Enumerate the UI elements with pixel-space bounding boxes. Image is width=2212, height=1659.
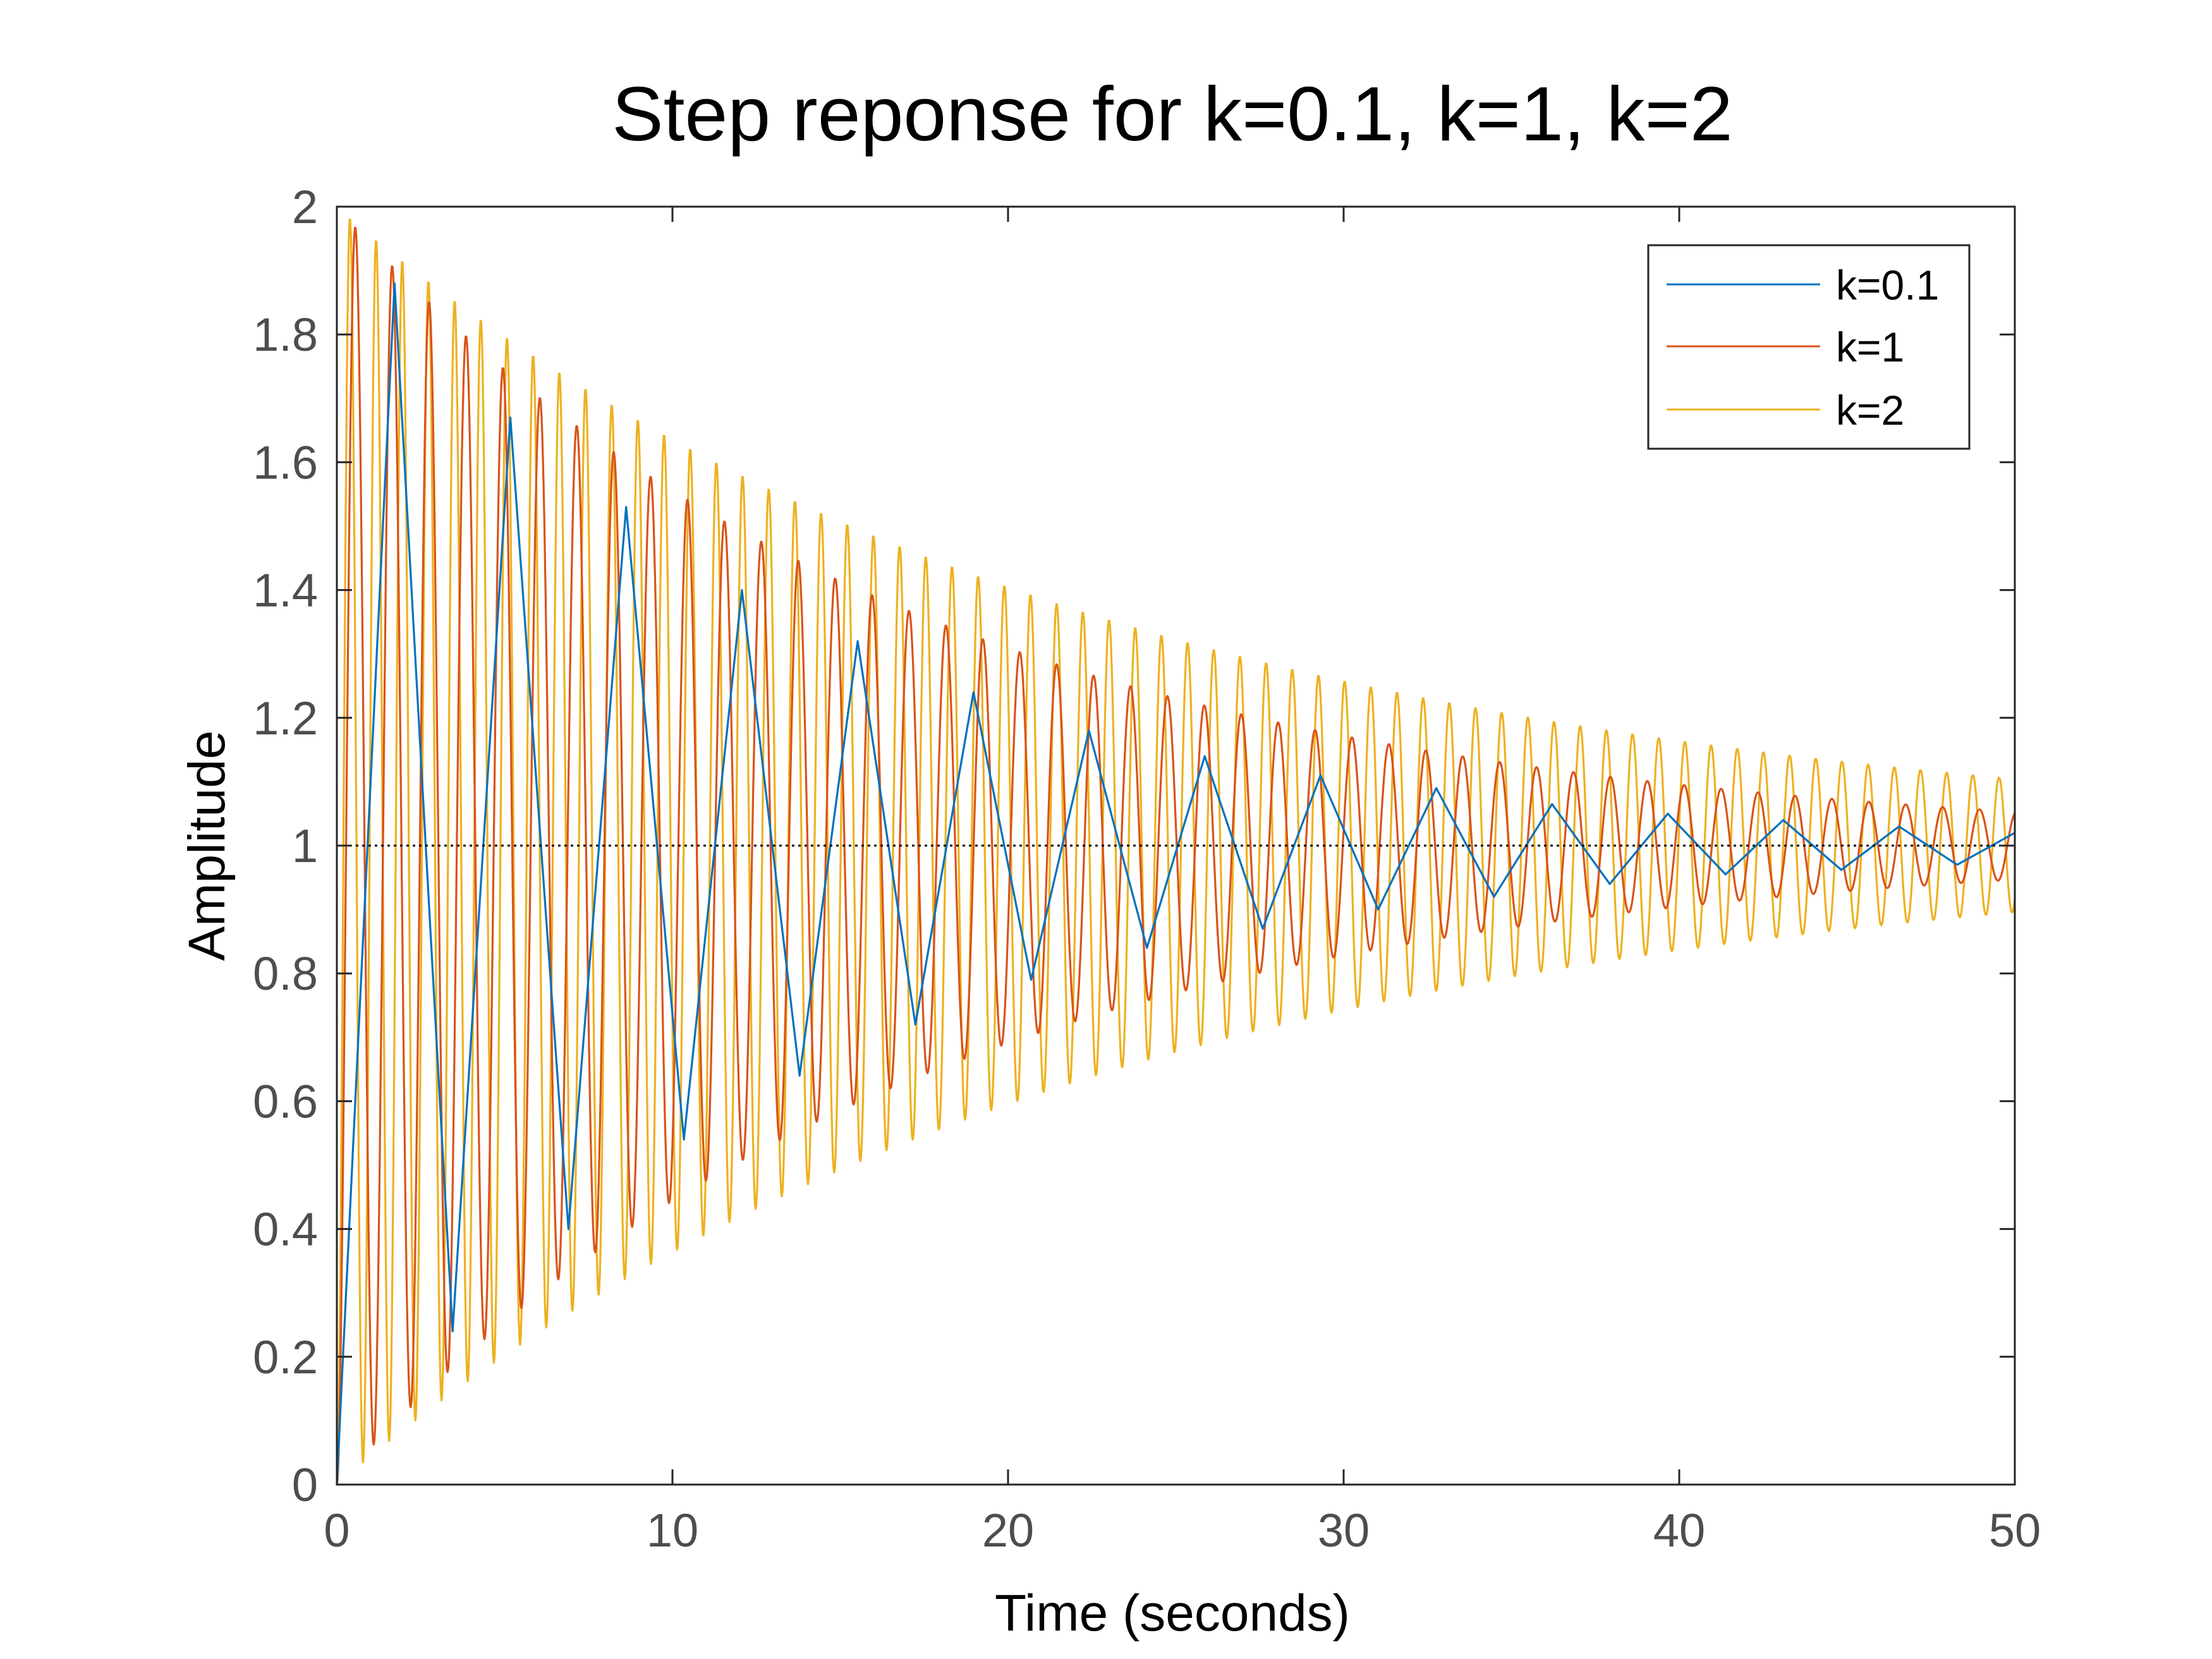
- y-tick-label: 0.2: [253, 1331, 318, 1383]
- x-tick-label: 0: [324, 1504, 349, 1557]
- y-tick-label: 1.2: [253, 692, 318, 744]
- legend-label-k-0-1: k=0.1: [1836, 262, 1939, 308]
- legend-label-k-2: k=2: [1836, 387, 1904, 434]
- y-tick-label: 0.8: [253, 947, 318, 1000]
- y-tick-label: 1.4: [253, 564, 318, 617]
- x-tick-label: 50: [1989, 1504, 2041, 1557]
- series-layer: [337, 218, 2015, 1485]
- y-tick-label: 1: [292, 820, 318, 872]
- y-axis-label: Amplitude: [178, 731, 236, 961]
- series-line-k-1: [337, 226, 2015, 1485]
- x-axis-label: Time (seconds): [995, 1584, 1350, 1642]
- x-tick-label: 20: [982, 1504, 1034, 1557]
- series-line-k-2: [337, 218, 2015, 1485]
- legend[interactable]: k=0.1 k=1 k=2: [1647, 244, 1971, 450]
- y-tick-label: 0.6: [253, 1075, 318, 1127]
- legend-label-k-1: k=1: [1836, 324, 1904, 370]
- y-tick-label: 0.4: [253, 1203, 318, 1256]
- y-tick-label: 1.6: [253, 436, 318, 489]
- y-tick-label: 2: [292, 181, 318, 233]
- y-tick-label: 1.8: [253, 308, 318, 361]
- chart-title: Step reponse for k=0.1, k=1, k=2: [612, 71, 1733, 157]
- x-tick-label: 30: [1318, 1504, 1370, 1557]
- x-tick-label: 10: [647, 1504, 698, 1557]
- series-line-k-0-1: [337, 282, 2015, 1485]
- tick-layer: 0 10 20 30 40 50 0 0.2 0.4 0.6 0.8 1 1.2 1.4 1.6 1.8 2: [253, 181, 2041, 1557]
- y-tick-label: 0: [292, 1459, 318, 1511]
- x-tick-label: 40: [1653, 1504, 1705, 1557]
